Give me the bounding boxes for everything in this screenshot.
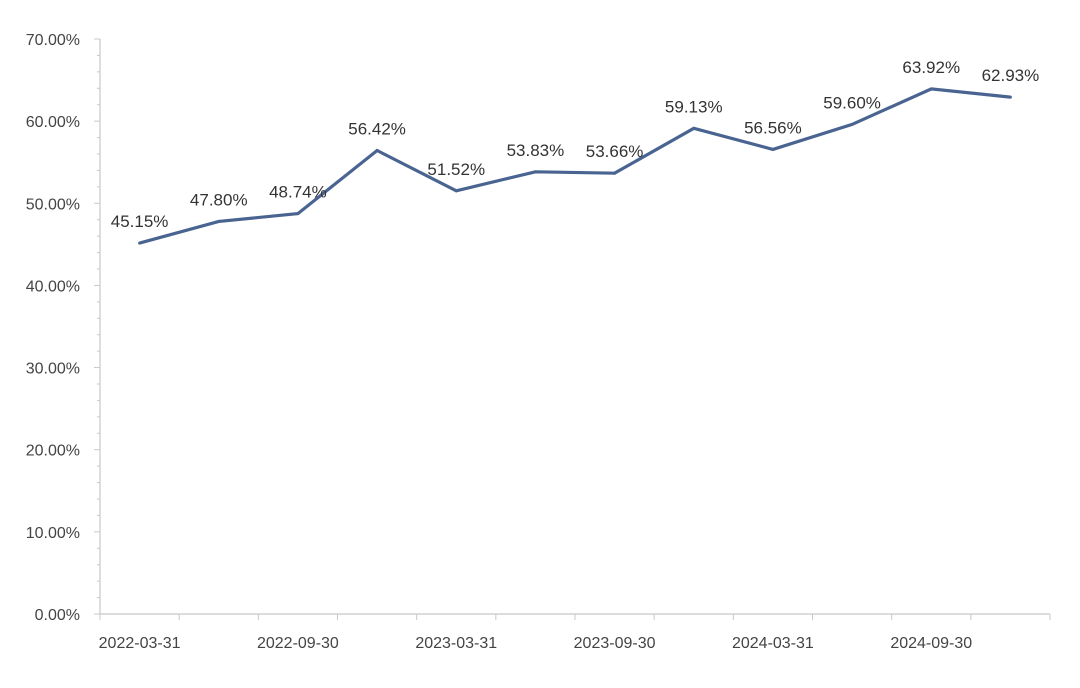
data-point xyxy=(296,212,300,216)
y-tick-label: 70.00% xyxy=(26,32,80,49)
y-tick-label: 30.00% xyxy=(26,361,80,378)
data-point xyxy=(1008,95,1012,99)
data-label: 48.74% xyxy=(269,183,327,202)
data-point xyxy=(692,126,696,130)
data-point xyxy=(217,219,221,223)
data-point xyxy=(138,241,142,245)
data-label: 47.80% xyxy=(190,190,248,209)
data-point xyxy=(771,147,775,151)
y-tick-label: 40.00% xyxy=(26,278,80,295)
data-label: 53.66% xyxy=(586,142,644,161)
data-point xyxy=(929,87,933,91)
y-tick-label: 0.00% xyxy=(35,607,80,624)
data-label: 59.60% xyxy=(823,93,881,112)
y-tick-label: 10.00% xyxy=(26,525,80,542)
y-tick-label: 50.00% xyxy=(26,196,80,213)
data-point xyxy=(454,189,458,193)
data-point xyxy=(533,170,537,174)
data-label: 45.15% xyxy=(111,212,169,231)
data-label: 56.56% xyxy=(744,118,802,137)
x-tick-label: 2024-09-30 xyxy=(890,635,972,652)
y-tick-label: 20.00% xyxy=(26,443,80,460)
data-label: 56.42% xyxy=(348,120,406,139)
x-tick-label: 2022-09-30 xyxy=(257,635,339,652)
data-point xyxy=(613,171,617,175)
x-tick-label: 2022-03-31 xyxy=(99,635,181,652)
x-tick-label: 2024-03-31 xyxy=(732,635,814,652)
data-label: 51.52% xyxy=(427,160,485,179)
y-tick-label: 60.00% xyxy=(26,114,80,131)
data-point xyxy=(375,149,379,153)
data-point xyxy=(850,122,854,126)
x-tick-label: 2023-03-31 xyxy=(415,635,497,652)
x-tick-label: 2023-09-30 xyxy=(574,635,656,652)
data-label: 53.83% xyxy=(507,141,565,160)
series-line xyxy=(139,87,1011,245)
data-label: 62.93% xyxy=(982,66,1040,85)
data-label: 63.92% xyxy=(902,58,960,77)
data-label: 59.13% xyxy=(665,97,723,116)
